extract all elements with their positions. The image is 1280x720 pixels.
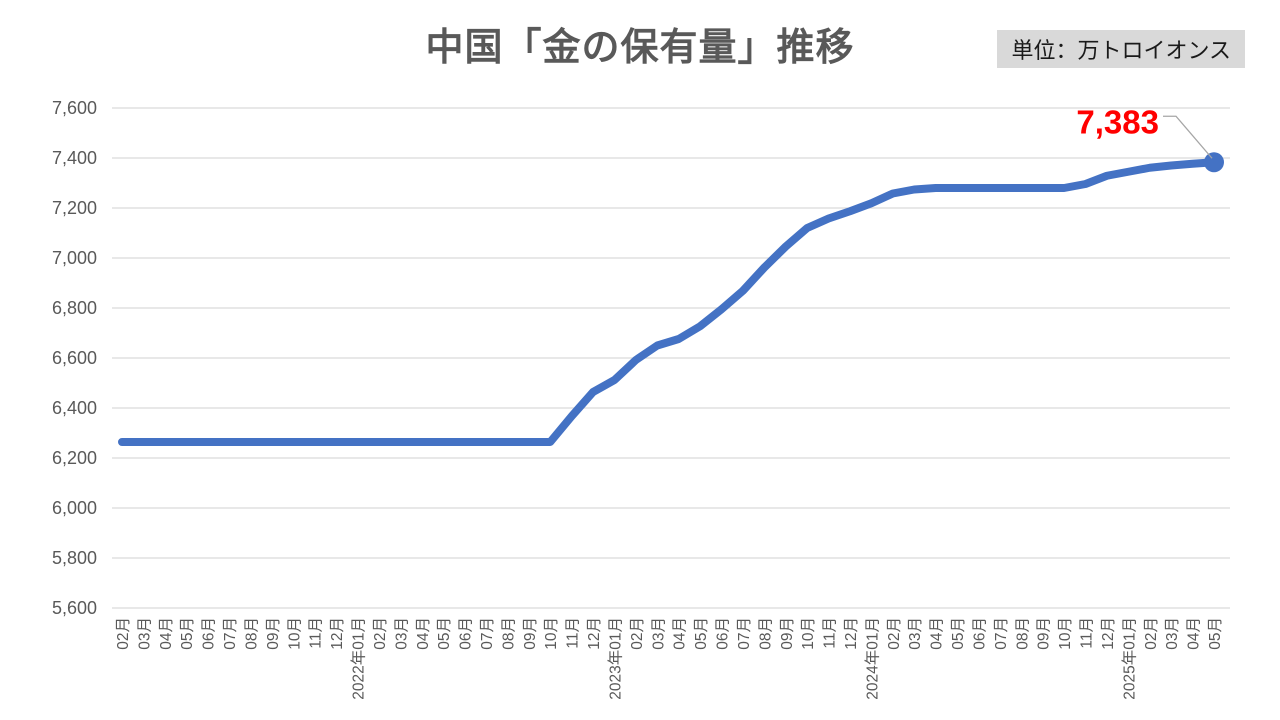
y-tick-label: 5,600	[52, 598, 97, 618]
x-tick-label: 06月	[201, 617, 218, 650]
y-tick-label: 6,800	[52, 298, 97, 318]
x-tick-label: 11月	[565, 617, 582, 649]
x-tick-label: 08月	[757, 617, 774, 650]
x-tick-label: 2023年01月	[606, 617, 624, 700]
x-tick-label: 09月	[779, 617, 796, 650]
x-tick-label: 09月	[265, 617, 282, 650]
y-tick-label: 7,200	[52, 198, 97, 218]
unit-badge: 単位：万トロイオンス	[997, 30, 1245, 68]
y-tick-label: 7,000	[52, 248, 97, 268]
y-tick-label: 6,600	[52, 348, 97, 368]
x-tick-label: 02月	[1143, 617, 1160, 650]
chart-title: 中国「金の保有量」推移	[425, 27, 855, 69]
x-tick-label: 03月	[1164, 617, 1181, 650]
x-tick-label: 10月	[286, 617, 303, 650]
x-tick-label: 05月	[693, 617, 710, 650]
x-tick-label: 2024年01月	[863, 617, 881, 700]
x-tick-label: 12月	[329, 617, 346, 650]
x-tick-label: 06月	[971, 617, 988, 650]
x-tick-label: 02月	[886, 617, 903, 650]
x-tick-label: 12月	[843, 617, 860, 650]
x-tick-label: 05月	[436, 617, 453, 650]
x-tick-label: 10月	[800, 617, 817, 650]
x-tick-label: 03月	[907, 617, 924, 650]
x-tick-label: 05月	[1207, 617, 1224, 650]
x-tick-label: 08月	[1014, 617, 1031, 650]
x-tick-label: 07月	[993, 617, 1010, 650]
x-tick-label: 05月	[179, 617, 196, 650]
x-tick-label: 06月	[715, 617, 732, 650]
x-tick-label: 07月	[222, 617, 239, 650]
x-tick-label: 02月	[115, 617, 132, 650]
x-tick-label: 07月	[736, 617, 753, 650]
x-tick-label: 10月	[1057, 617, 1074, 650]
x-tick-label: 07月	[479, 617, 496, 650]
x-tick-label: 11月	[822, 617, 839, 649]
x-tick-label: 03月	[650, 617, 667, 650]
series-line	[118, 158, 1218, 446]
x-tick-label: 04月	[929, 617, 946, 650]
x-tick-label: 12月	[586, 617, 603, 650]
y-tick-label: 5,800	[52, 548, 97, 568]
x-tick-label: 03月	[136, 617, 153, 650]
x-tick-label: 11月	[1079, 617, 1096, 649]
y-tick-label: 7,400	[52, 148, 97, 168]
x-tick-label: 04月	[672, 617, 689, 650]
data-label: 7,383	[1076, 103, 1159, 140]
y-tick-label: 7,600	[52, 98, 97, 118]
x-tick-label: 08月	[243, 617, 260, 650]
x-tick-label: 06月	[458, 617, 475, 650]
x-tick-label: 11月	[308, 617, 325, 649]
x-tick-label: 04月	[415, 617, 432, 650]
leader-line	[1163, 115, 1213, 159]
end-marker	[1204, 152, 1224, 173]
x-tick-label: 2022年01月	[350, 617, 368, 700]
x-tick-label: 05月	[950, 617, 967, 650]
x-tick-label: 2025年01月	[1120, 617, 1138, 700]
x-tick-label: 02月	[372, 617, 389, 650]
x-tick-label: 10月	[543, 617, 560, 650]
x-tick-label: 08月	[500, 617, 517, 650]
y-tick-label: 6,400	[52, 398, 97, 418]
y-tick-label: 6,000	[52, 498, 97, 518]
x-tick-label: 12月	[1100, 617, 1117, 650]
x-tick-label: 02月	[629, 617, 646, 650]
x-tick-label: 09月	[1036, 617, 1053, 650]
x-tick-label: 09月	[522, 617, 539, 650]
x-tick-label: 04月	[1186, 617, 1203, 650]
x-tick-label: 03月	[393, 617, 410, 650]
y-tick-label: 6,200	[52, 448, 97, 468]
x-tick-label: 04月	[158, 617, 175, 650]
unit-label: 単位：万トロイオンス	[1011, 38, 1231, 63]
